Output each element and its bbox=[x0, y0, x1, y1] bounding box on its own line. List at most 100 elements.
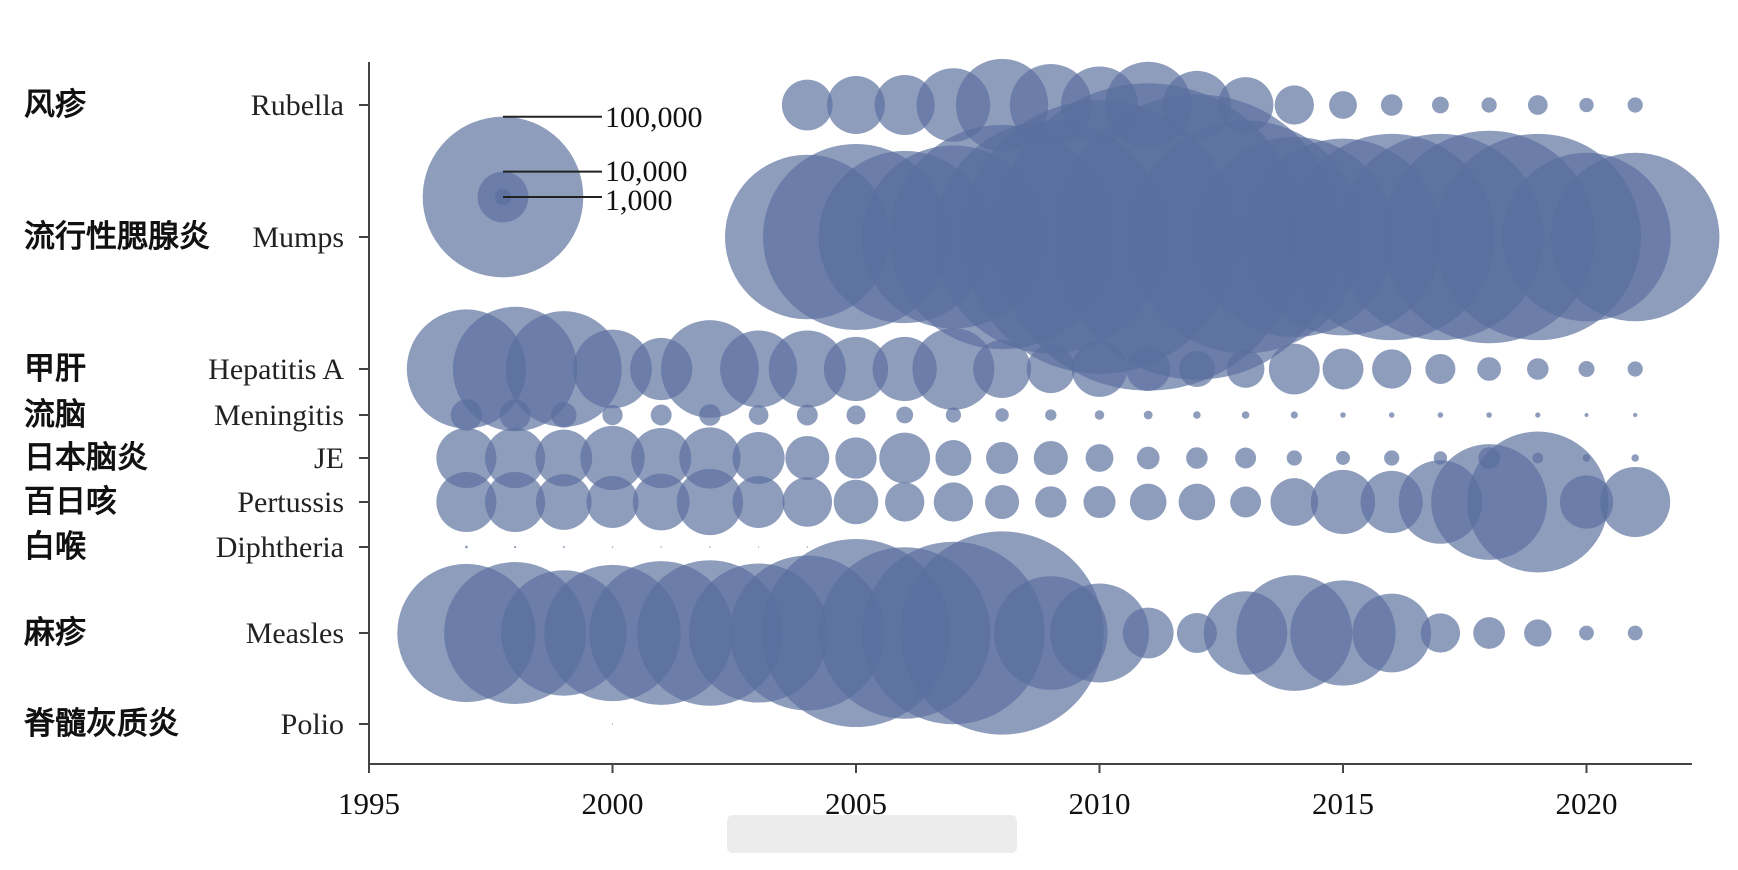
row-label-cn-meningitis: 流脑 bbox=[24, 397, 86, 433]
bubble-pertussis-2006 bbox=[885, 482, 925, 522]
bubble-je-1997 bbox=[436, 427, 497, 489]
bubble-polio-2000 bbox=[611, 723, 614, 725]
bubble-layer bbox=[397, 58, 1720, 735]
bubble-hepatitis-a-2021 bbox=[1627, 361, 1643, 377]
bubble-meningitis-2020 bbox=[1584, 413, 1589, 417]
bubble-pertussis-2001 bbox=[632, 473, 690, 531]
bubble-hepatitis-a-2009 bbox=[1026, 344, 1075, 394]
bubble-meningitis-2009 bbox=[1045, 409, 1057, 421]
bubble-rubella-2005 bbox=[827, 76, 885, 134]
bubble-diphtheria-2002 bbox=[709, 546, 711, 548]
row-label-cn-rubella: 风疹 bbox=[24, 87, 87, 123]
row-label-cn-pertussis: 百日咳 bbox=[24, 484, 117, 520]
bubble-hepatitis-a-2019 bbox=[1527, 358, 1549, 380]
bubble-measles-2010 bbox=[1049, 583, 1150, 683]
bubble-pertussis-2015 bbox=[1310, 469, 1376, 535]
row-label-cn-je: 日本脑炎 bbox=[24, 440, 148, 476]
bubble-je-2005 bbox=[835, 437, 877, 479]
bubble-meningitis-2018 bbox=[1486, 412, 1492, 418]
bubble-je-1998 bbox=[485, 427, 546, 489]
bubble-je-2021 bbox=[1631, 454, 1639, 462]
bubble-pertussis-2009 bbox=[1035, 486, 1067, 518]
bubble-pertussis-2021 bbox=[1600, 466, 1671, 538]
bubble-je-2013 bbox=[1235, 447, 1257, 469]
bubble-pertussis-2008 bbox=[985, 484, 1020, 520]
bubble-je-2001 bbox=[631, 427, 692, 489]
bubble-meningitis-2005 bbox=[846, 405, 866, 425]
row-label-en-hepatitis-a: Hepatitis A bbox=[208, 353, 344, 386]
bubble-meningitis-2000 bbox=[602, 404, 623, 426]
bubble-rubella-2014 bbox=[1274, 85, 1314, 125]
bubble-meningitis-2016 bbox=[1388, 412, 1395, 418]
bubble-hepatitis-a-2012 bbox=[1178, 351, 1215, 387]
bubble-meningitis-2002 bbox=[699, 404, 721, 426]
row-label-en-pertussis: Pertussis bbox=[237, 486, 344, 519]
bubble-rubella-2015 bbox=[1329, 91, 1357, 119]
bubble-pertussis-2005 bbox=[833, 479, 879, 525]
bubble-je-2004 bbox=[785, 436, 830, 480]
row-label-en-meningitis: Meningitis bbox=[214, 399, 344, 432]
x-tick-label-2020: 2020 bbox=[1556, 786, 1618, 821]
bubble-meningitis-2001 bbox=[650, 404, 672, 426]
bubble-measles-2011 bbox=[1122, 607, 1174, 659]
bubble-pertussis-2011 bbox=[1129, 483, 1167, 521]
row-label-en-rubella: Rubella bbox=[251, 89, 344, 122]
bubble-meningitis-1997 bbox=[450, 399, 483, 431]
bubble-diphtheria-2004 bbox=[806, 546, 809, 548]
bubble-pertussis-2020 bbox=[1559, 475, 1614, 529]
row-label-en-measles: Measles bbox=[246, 617, 344, 650]
bubble-rubella-2020 bbox=[1579, 97, 1594, 113]
bubble-je-2010 bbox=[1085, 444, 1114, 472]
bubble-meningitis-2012 bbox=[1193, 411, 1201, 419]
row-label-cn-hepatitis-a: 甲肝 bbox=[24, 351, 86, 387]
bubble-rubella-2016 bbox=[1380, 94, 1403, 116]
bubble-je-2000 bbox=[580, 425, 645, 491]
bubble-hepatitis-a-2018 bbox=[1477, 357, 1502, 381]
bubble-pertussis-2019 bbox=[1467, 431, 1609, 573]
bubble-je-2007 bbox=[935, 440, 972, 476]
row-label-en-diphtheria: Diphtheria bbox=[216, 531, 344, 564]
bubble-meningitis-2015 bbox=[1340, 412, 1346, 418]
bubble-hepatitis-a-2013 bbox=[1226, 350, 1265, 388]
watermark-smudge bbox=[727, 815, 1017, 853]
bubble-meningitis-2008 bbox=[995, 408, 1009, 422]
bubble-meningitis-2017 bbox=[1437, 412, 1444, 418]
row-label-cn-polio: 脊髓灰质炎 bbox=[23, 706, 179, 742]
bubble-hepatitis-a-2020 bbox=[1578, 360, 1595, 378]
bubble-diphtheria-2001 bbox=[660, 546, 662, 548]
x-tick-label-2005: 2005 bbox=[825, 786, 887, 821]
bubble-je-2016 bbox=[1384, 450, 1400, 466]
bubble-measles-2017 bbox=[1420, 613, 1461, 653]
x-tick-label-2010: 2010 bbox=[1069, 786, 1131, 821]
bubble-measles-2018 bbox=[1473, 617, 1505, 649]
bubble-rubella-2021 bbox=[1627, 97, 1643, 113]
bubble-meningitis-2019 bbox=[1535, 412, 1541, 418]
bubble-pertussis-2012 bbox=[1178, 483, 1216, 521]
bubble-hepatitis-a-2010 bbox=[1071, 341, 1128, 397]
bubble-pertussis-2002 bbox=[676, 468, 744, 536]
bubble-hepatitis-a-2007 bbox=[912, 328, 995, 410]
bubble-diphtheria-1997 bbox=[465, 545, 468, 549]
bubble-diphtheria-1999 bbox=[562, 546, 565, 548]
bubble-hepatitis-a-2008 bbox=[973, 340, 1032, 398]
bubble-pertussis-2004 bbox=[782, 477, 833, 527]
bubble-hepatitis-a-2000 bbox=[573, 329, 652, 409]
bubble-measles-2021 bbox=[1627, 625, 1643, 641]
bubble-je-2015 bbox=[1336, 451, 1350, 465]
bubble-hepatitis-a-2014 bbox=[1268, 343, 1320, 395]
bubble-meningitis-2011 bbox=[1143, 410, 1153, 420]
bubble-rubella-2019 bbox=[1527, 95, 1548, 115]
bubble-measles-2016 bbox=[1352, 593, 1432, 673]
bubble-rubella-2006 bbox=[874, 74, 935, 136]
bubble-hepatitis-a-2005 bbox=[823, 336, 889, 402]
row-label-cn-mumps: 流行性腮腺炎 bbox=[24, 219, 210, 255]
bubble-rubella-2004 bbox=[781, 79, 833, 131]
bubble-je-2011 bbox=[1136, 446, 1160, 470]
bubble-hepatitis-a-2011 bbox=[1126, 347, 1171, 391]
row-label-en-polio: Polio bbox=[281, 708, 344, 741]
x-tick-label-2000: 2000 bbox=[582, 786, 644, 821]
bubble-meningitis-2021 bbox=[1633, 412, 1638, 418]
bubble-diphtheria-1998 bbox=[513, 545, 517, 549]
